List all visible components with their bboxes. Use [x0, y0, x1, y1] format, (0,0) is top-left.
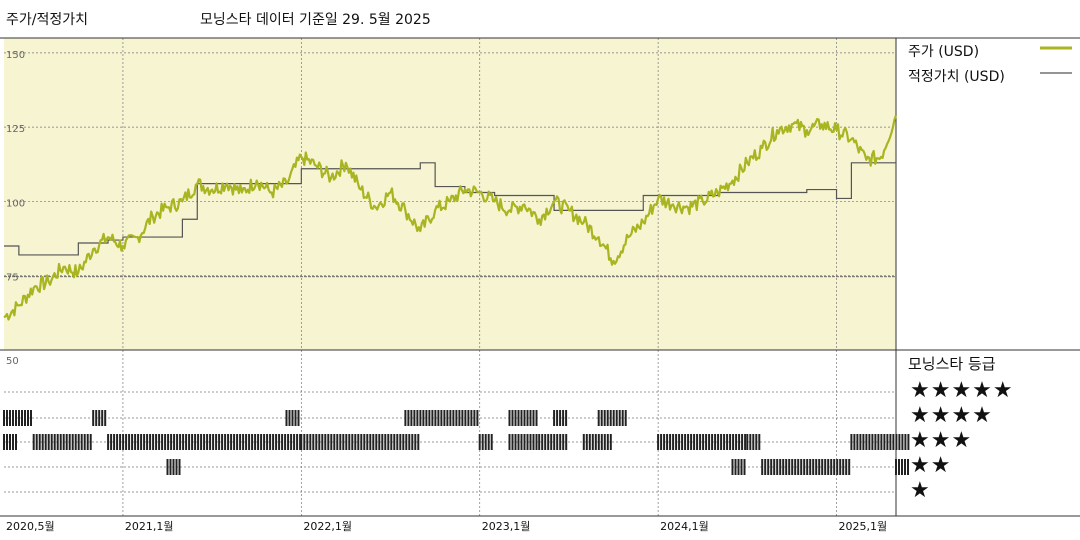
y-tick-label: 100 [6, 198, 25, 209]
rating-3-star-segment [107, 434, 302, 450]
rating-5-stars: ★★★★★ [910, 378, 1014, 403]
price-panel-background [4, 38, 896, 350]
rating-3-star-segment [508, 434, 538, 450]
x-tick-label: 2020,5월 [6, 520, 55, 533]
y-tick-label: 50 [6, 356, 19, 367]
rating-5-star-segment [597, 410, 627, 426]
x-tick-label: 2022,1월 [303, 520, 352, 533]
rating-5-star-segment [3, 410, 32, 426]
rating-2-stars: ★★ [910, 453, 952, 478]
rating-3-stars: ★★★ [910, 428, 973, 453]
rating-3-star-segment [746, 434, 761, 450]
chart-title: 주가/적정가치 [6, 12, 88, 28]
rating-3-star-segment [538, 434, 568, 450]
rating-4-stars: ★★★★ [910, 403, 993, 428]
legend-price-label: 주가 (USD) [908, 44, 980, 60]
x-tick-label: 2021,1월 [125, 520, 174, 533]
rating-2-star-segment [166, 459, 181, 475]
y-tick-label: 150 [6, 50, 25, 61]
rating-5-star-segment [508, 410, 538, 426]
x-tick-label: 2024,1월 [660, 520, 709, 533]
rating-3-star-segment [300, 434, 420, 450]
rating-3-star-segment [657, 434, 747, 450]
x-tick-label: 2023,1월 [482, 520, 531, 533]
rating-2-star-segment [895, 459, 909, 475]
rating-5-star-segment [92, 410, 107, 426]
price-line [3, 114, 898, 321]
rating-5-star-segment [285, 410, 300, 426]
rating-5-star-segment [553, 410, 568, 426]
x-tick-label: 2025,1월 [839, 520, 888, 533]
data-source-note: 모닝스타 데이터 기준일 29. 5월 2025 [200, 12, 431, 28]
rating-3-star-segment [478, 434, 493, 450]
rating-5-star-segment [404, 410, 479, 426]
rating-1-star: ★ [910, 478, 931, 503]
rating-3-star-segment [850, 434, 910, 450]
rating-2-star-segment [761, 459, 851, 475]
rating-3-star-segment [582, 434, 612, 450]
rating-title: 모닝스타 등급 [908, 355, 996, 373]
legend-fair-label: 적정가치 (USD) [908, 69, 1005, 85]
fair-value-line [4, 162, 896, 256]
rating-3-star-segment [3, 434, 17, 450]
y-tick-label: 125 [6, 124, 25, 135]
rating-2-star-segment [731, 459, 746, 475]
rating-3-star-segment [32, 434, 92, 450]
y-tick-label: 75 [6, 273, 19, 284]
